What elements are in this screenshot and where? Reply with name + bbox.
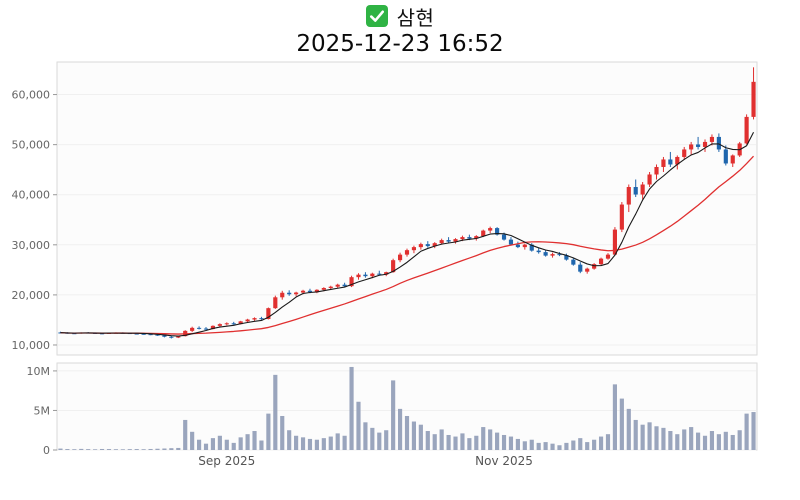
svg-text:5M: 5M — [34, 404, 51, 417]
chart-timestamp: 2025-12-23 16:52 — [296, 31, 504, 57]
svg-text:60,000: 60,000 — [12, 89, 51, 102]
svg-text:30,000: 30,000 — [12, 239, 51, 252]
svg-text:40,000: 40,000 — [12, 189, 51, 202]
svg-text:10M: 10M — [27, 365, 51, 378]
price-volume-chart: 10,000 20,000 30,000 40,000 50,000 60,000 0 5M 1… — [12, 61, 758, 468]
svg-text:0: 0 — [43, 444, 50, 457]
chart-area: 10,000 20,000 30,000 40,000 50,000 60,000 0 5M 1… — [0, 58, 800, 500]
chart-header: 삼현 2025-12-23 16:52 — [0, 2, 800, 57]
title-row: 삼현 — [0, 2, 800, 30]
check-icon — [365, 5, 388, 27]
svg-text:10,000: 10,000 — [12, 339, 51, 352]
svg-text:20,000: 20,000 — [12, 289, 51, 302]
svg-text:Sep 2025: Sep 2025 — [198, 454, 255, 468]
stock-name: 삼현 — [396, 5, 435, 30]
svg-text:50,000: 50,000 — [12, 139, 51, 152]
svg-text:Nov 2025: Nov 2025 — [475, 454, 533, 468]
